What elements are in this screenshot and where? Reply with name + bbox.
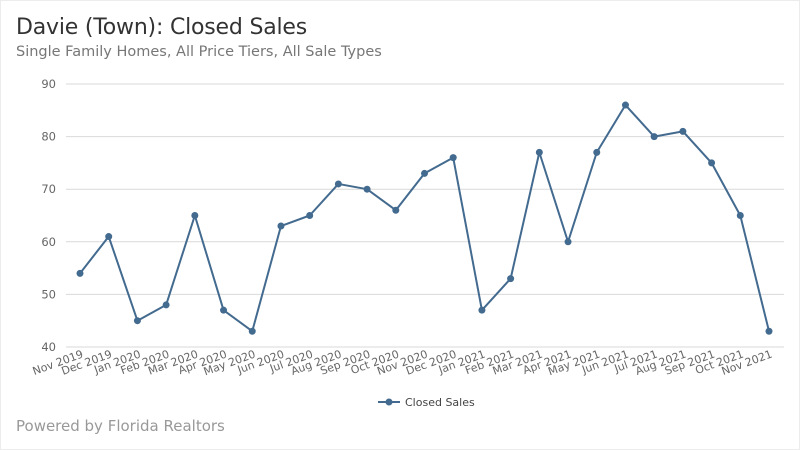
legend-label: Closed Sales [405,396,475,409]
data-point[interactable] [133,317,141,325]
data-point[interactable] [507,275,515,283]
data-point[interactable] [191,212,199,219]
legend[interactable]: Closed Sales [378,396,475,409]
y-axis: 40 50 60 70 80 90 [41,77,56,354]
data-point[interactable] [478,306,486,314]
data-point[interactable] [306,212,314,219]
y-tick-label: 60 [41,235,56,249]
data-point[interactable] [220,306,228,314]
data-point[interactable] [277,222,285,230]
data-point[interactable] [449,154,457,162]
data-point[interactable] [162,301,170,309]
data-point[interactable] [593,148,601,156]
y-tick-label: 70 [41,182,56,196]
series-closed-sales [76,101,773,335]
data-point[interactable] [334,180,342,188]
data-point[interactable] [650,133,658,141]
data-point[interactable] [105,233,113,241]
y-tick-label: 40 [41,340,56,354]
y-tick-label: 50 [41,287,56,301]
data-point[interactable] [679,127,687,135]
y-tick-label: 90 [41,77,56,91]
chart-title: Davie (Town): Closed Sales [16,15,307,40]
data-point[interactable] [535,148,543,156]
data-point[interactable] [421,169,428,177]
y-tick-label: 80 [41,130,56,144]
data-point[interactable] [392,206,400,214]
data-point[interactable] [708,159,716,167]
gridlines [66,83,784,348]
data-point[interactable] [736,212,744,219]
chart-subtitle: Single Family Homes, All Price Tiers, Al… [16,44,382,60]
powered-by-footer: Powered by Florida Realtors [16,417,225,435]
data-point[interactable] [76,269,84,277]
data-point[interactable] [564,238,572,246]
data-point[interactable] [765,327,773,335]
data-point[interactable] [621,101,629,109]
series-line [79,104,770,333]
data-point[interactable] [248,327,256,335]
data-point[interactable] [363,185,371,193]
legend-marker-icon [385,398,393,406]
